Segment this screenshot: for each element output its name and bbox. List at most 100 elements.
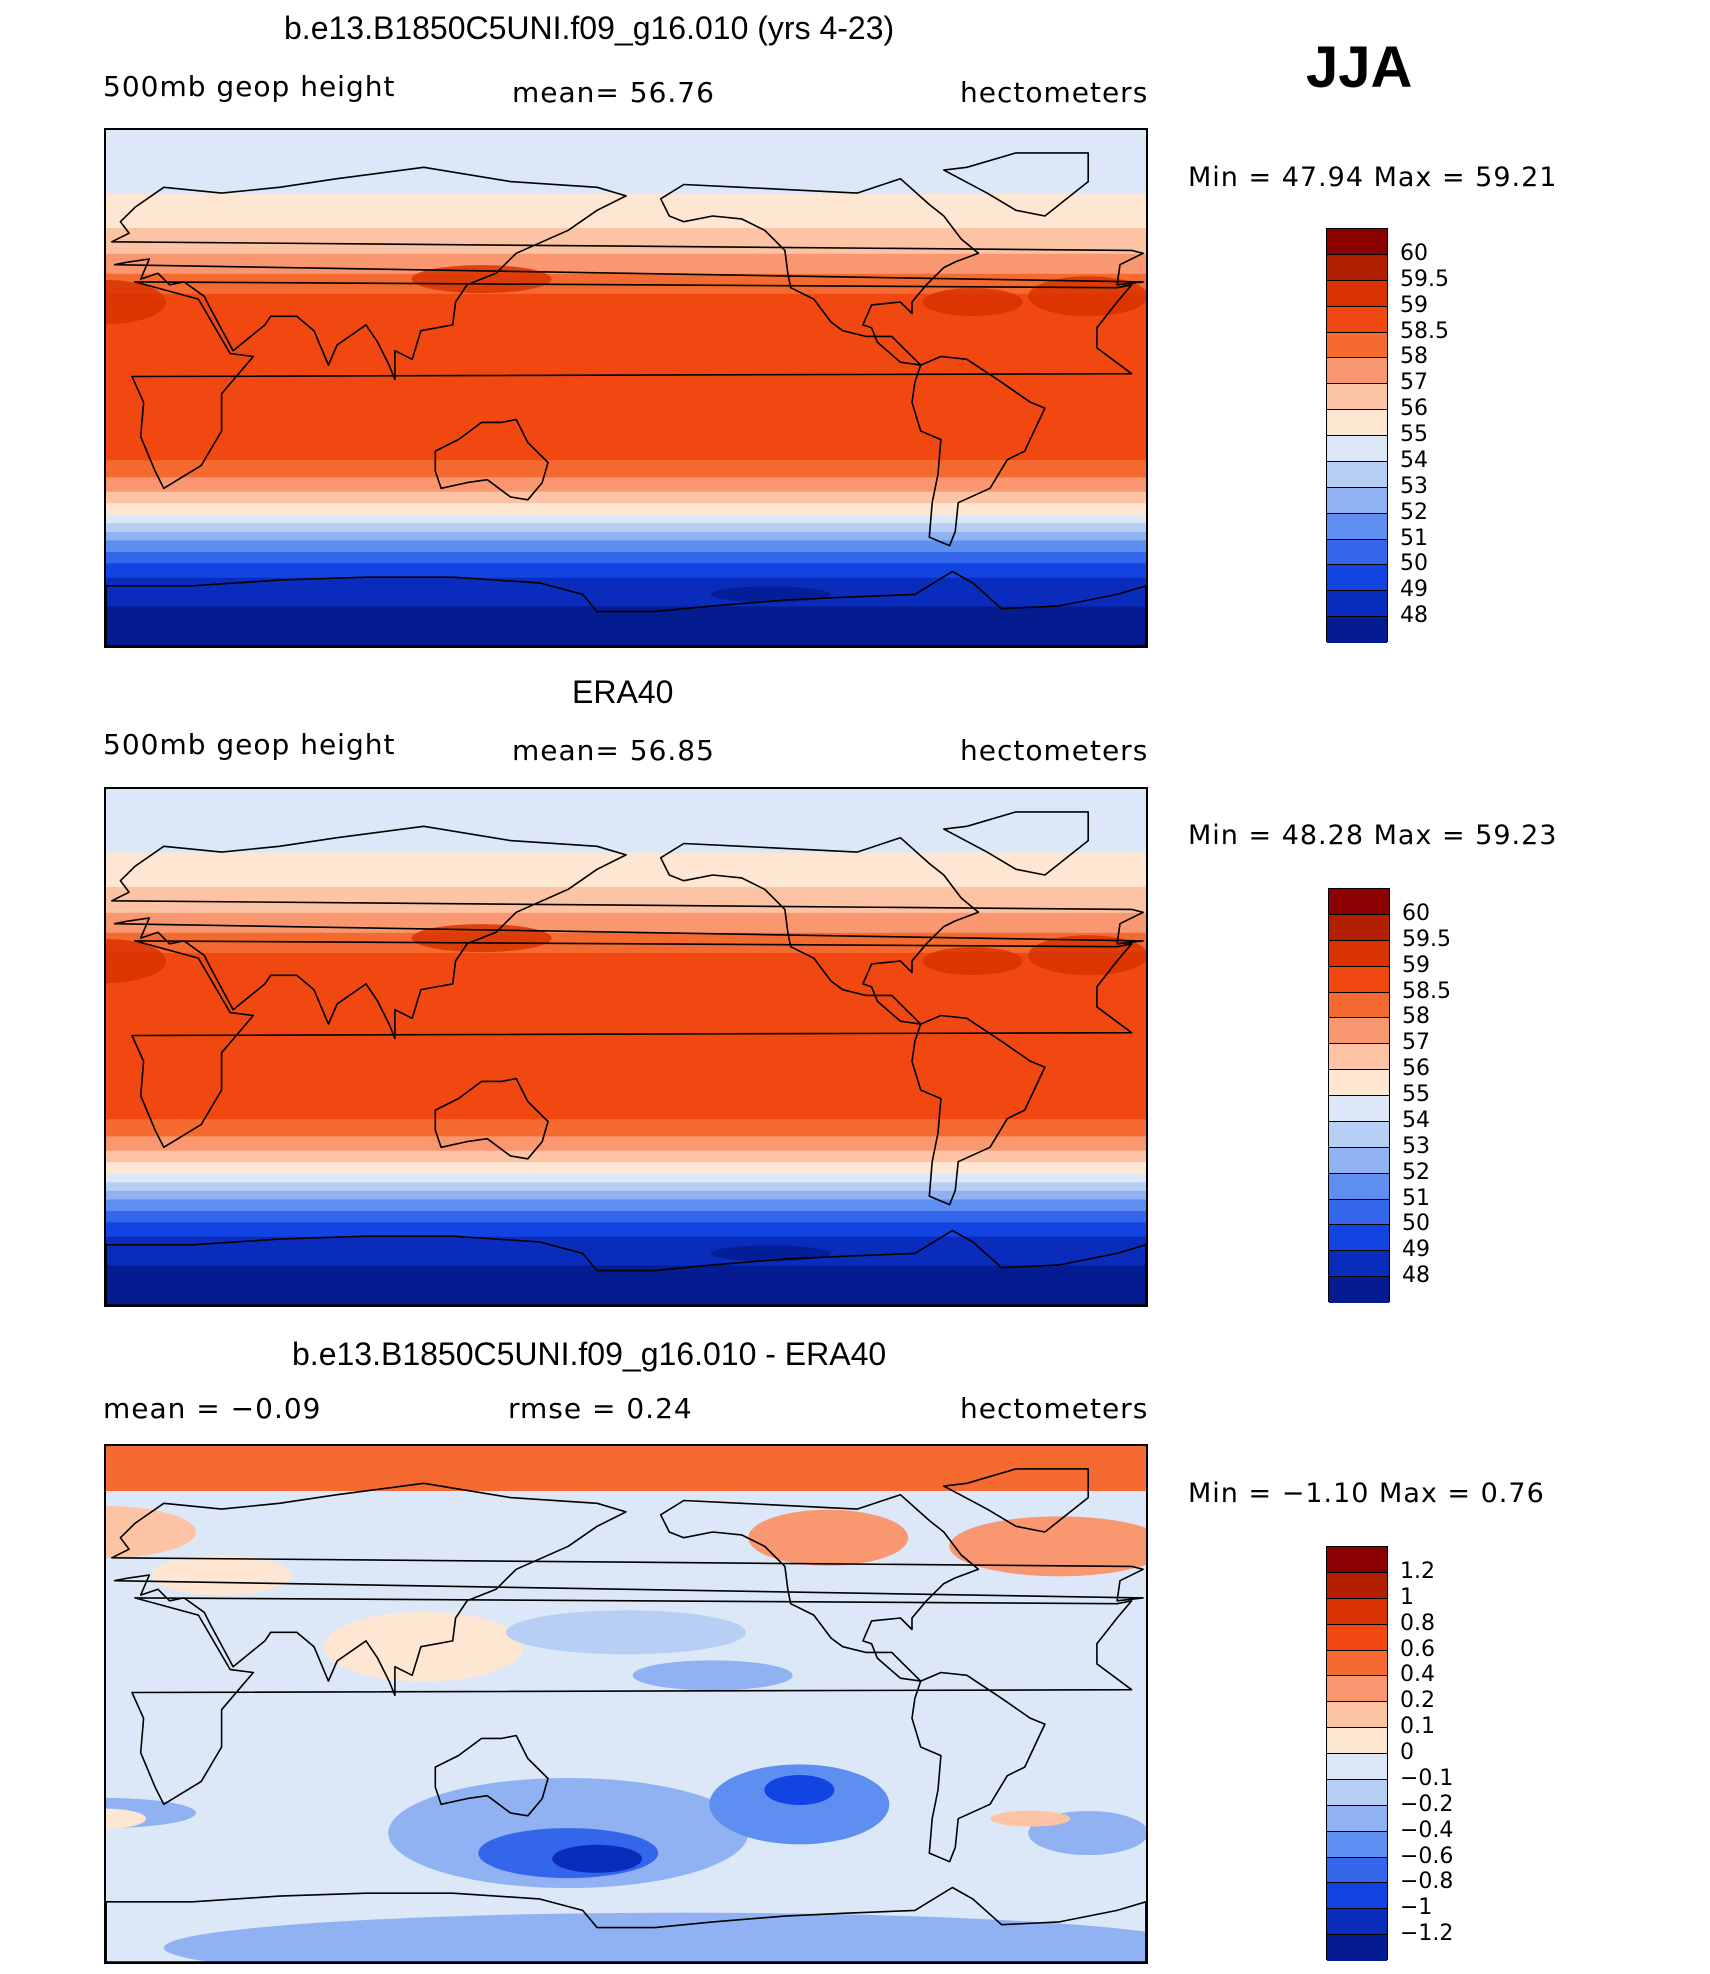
coastline [131, 1597, 1133, 1806]
coastline [131, 281, 1133, 490]
colorbar-tick-label: −0.6 [1400, 1843, 1454, 1869]
map-panel-era40 [104, 787, 1148, 1307]
contour-band [106, 1161, 1146, 1174]
contour-band [106, 273, 1146, 294]
colorbar-swatch [1327, 1935, 1387, 1961]
colorbar-swatch [1327, 1728, 1387, 1754]
colorbar-swatch [1327, 229, 1387, 255]
panel-left-label-1: 500mb geop height [103, 70, 396, 103]
colorbar-swatch [1327, 1702, 1387, 1729]
colorbar-tick-label: 0 [1400, 1740, 1414, 1765]
contour-band [106, 531, 1146, 541]
colorbar-tick-label: 50 [1400, 551, 1428, 577]
contour-band [106, 551, 1146, 564]
colorbar-tick-label: 52 [1402, 1159, 1430, 1185]
colorbar-swatch [1327, 1779, 1387, 1806]
contour-band [106, 193, 1146, 228]
colorbar-1 [1326, 228, 1388, 643]
coastline [434, 1734, 549, 1817]
minmax-text-3: Min = −1.10 Max = 0.76 [1188, 1478, 1545, 1509]
colorbar-tick-label: −1 [1400, 1895, 1433, 1921]
colorbar-tick-label: 50 [1402, 1211, 1430, 1237]
colorbar-swatch [1327, 1754, 1387, 1780]
contour-band [106, 1135, 1146, 1151]
contour-band [106, 562, 1146, 578]
coastline [659, 1493, 980, 1682]
colorbar-tick-label: 0.8 [1400, 1610, 1435, 1636]
colorbar-tick-label: 48 [1400, 603, 1428, 629]
panel-title-2: ERA40 [572, 674, 674, 710]
contour-band [106, 459, 1146, 478]
contour-band [106, 514, 1146, 524]
colorbar-tick-label: 57 [1400, 370, 1428, 396]
colorbar-swatch [1329, 1044, 1389, 1071]
contour-feature [106, 1506, 196, 1558]
colorbar-tick-label: 59.5 [1402, 926, 1451, 952]
contour-feature [922, 288, 1023, 316]
coastline [911, 355, 1046, 547]
panel-right-label-1: hectometers [960, 76, 1149, 109]
contour-band [106, 476, 1146, 492]
colorbar-swatch [1327, 1831, 1387, 1858]
colorbar-swatch [1327, 539, 1387, 566]
colorbar-swatch [1327, 1598, 1387, 1625]
colorbar-swatch [1327, 1909, 1387, 1936]
contour-feature [506, 1610, 746, 1655]
colorbar-tick-label: 58 [1400, 344, 1428, 370]
colorbar-swatch [1329, 940, 1389, 967]
colorbar-tick-label: 53 [1402, 1133, 1430, 1159]
map-panel-model [104, 128, 1148, 648]
coastline [659, 836, 980, 1025]
colorbar-swatch [1329, 1225, 1389, 1252]
contour-band [106, 1221, 1146, 1237]
colorbar-tick-label: −0.8 [1400, 1869, 1454, 1895]
colorbar-swatch [1327, 1650, 1387, 1677]
minmax-text-2: Min = 48.28 Max = 59.23 [1188, 820, 1558, 851]
colorbar-tick-label: 60 [1400, 240, 1428, 266]
coastline [434, 418, 549, 501]
colorbar-tick-label: 54 [1402, 1107, 1430, 1133]
contour-band [106, 912, 1146, 933]
colorbar-swatch [1327, 280, 1387, 307]
colorbar-tick-label: 52 [1400, 499, 1428, 525]
colorbar-tick-label: 49 [1402, 1237, 1430, 1263]
contour-feature [922, 947, 1023, 975]
colorbar-swatch [1327, 254, 1387, 281]
minmax-text-1: Min = 47.94 Max = 59.21 [1188, 162, 1558, 193]
panel-right-label-3: hectometers [960, 1392, 1149, 1425]
colorbar-tick-label: 59.5 [1400, 266, 1449, 292]
colorbar-swatch [1327, 384, 1387, 411]
contour-band [106, 952, 1146, 973]
coastline [106, 570, 1146, 646]
colorbar-swatch [1327, 487, 1387, 514]
colorbar-swatch [1329, 1199, 1389, 1226]
colorbar-tick-label: −0.2 [1400, 1791, 1454, 1817]
colorbar-swatch [1329, 1096, 1389, 1122]
colorbar-swatch [1327, 332, 1387, 359]
colorbar-tick-label: 57 [1402, 1030, 1430, 1056]
colorbar-swatch [1327, 513, 1387, 540]
contour-band [106, 539, 1146, 552]
colorbar-tick-label: 54 [1400, 447, 1428, 473]
coastline [434, 1077, 549, 1160]
contour-band [106, 130, 1146, 194]
colorbar-tick-label: 0.2 [1400, 1688, 1435, 1714]
colorbar-tick-label: 48 [1402, 1263, 1430, 1289]
contour-feature [163, 1912, 1146, 1962]
colorbar-tick-label: 0.1 [1400, 1714, 1435, 1740]
colorbar-swatch [1329, 992, 1389, 1019]
coastline [111, 825, 1144, 1040]
panel-left-label-3: mean = −0.09 [103, 1392, 322, 1425]
contour-band [106, 522, 1146, 532]
colorbar-swatch [1327, 1676, 1387, 1703]
panel-left-label-2: 500mb geop height [103, 728, 396, 761]
contour-band [106, 972, 1146, 1120]
contour-band [106, 1150, 1146, 1163]
colorbar-2 [1328, 888, 1390, 1303]
colorbar-swatch [1327, 436, 1387, 462]
contour-feature [151, 1555, 292, 1595]
panel-title-3: b.e13.B1850C5UNI.f09_g16.010 - ERA40 [292, 1336, 887, 1372]
contour-band [106, 253, 1146, 274]
colorbar-swatch [1327, 1624, 1387, 1651]
colorbar-swatch [1327, 617, 1387, 643]
